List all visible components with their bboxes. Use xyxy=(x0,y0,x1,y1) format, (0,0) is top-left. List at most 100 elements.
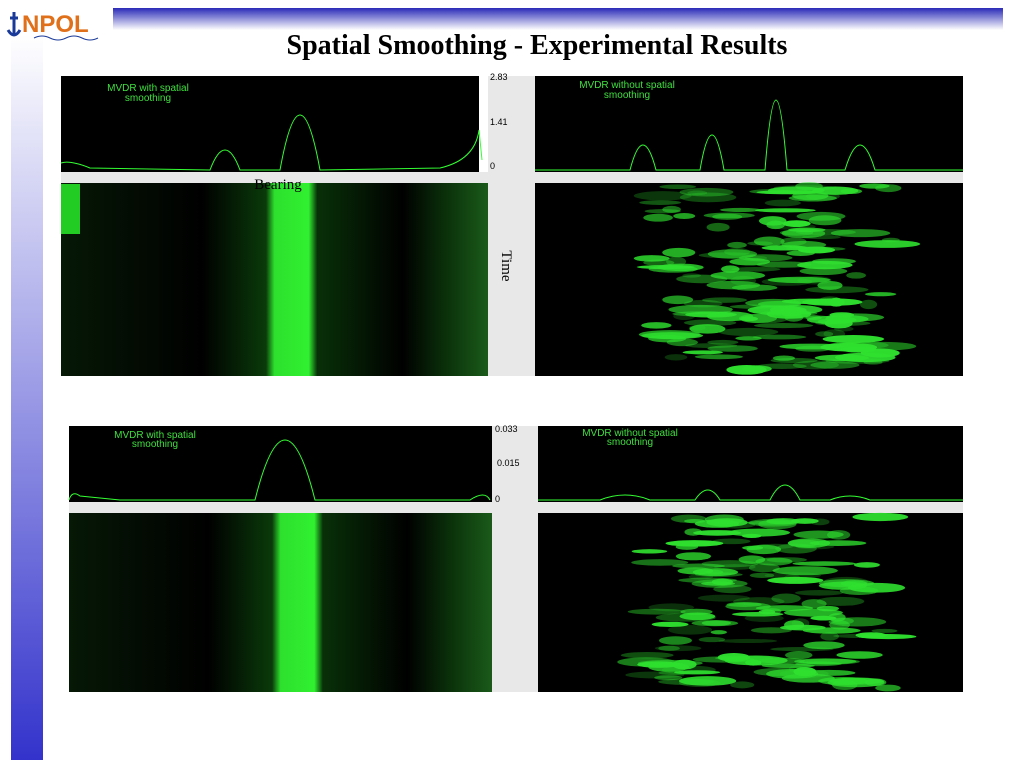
streak xyxy=(675,552,712,561)
streak xyxy=(683,319,737,326)
streak xyxy=(767,276,831,284)
streak xyxy=(746,544,782,555)
separator xyxy=(492,426,538,692)
beam-plot xyxy=(535,76,963,172)
streak xyxy=(639,200,682,205)
panel-label: smoothing xyxy=(607,437,653,448)
streak xyxy=(815,331,834,337)
streak xyxy=(810,615,837,621)
streak xyxy=(735,336,762,341)
streak xyxy=(721,265,740,273)
scale-label: 2.83 xyxy=(490,72,508,82)
streak xyxy=(801,599,827,609)
streak xyxy=(633,255,670,262)
streak xyxy=(771,593,801,604)
streak xyxy=(753,323,814,329)
streak xyxy=(667,625,713,635)
streak xyxy=(738,555,766,564)
streak xyxy=(654,675,683,681)
streak xyxy=(836,651,883,659)
streak xyxy=(755,208,816,213)
streak xyxy=(785,651,813,660)
streak xyxy=(787,538,831,548)
streak xyxy=(707,345,758,352)
streak xyxy=(756,543,794,549)
streak xyxy=(863,360,883,365)
beam-plot xyxy=(69,426,492,502)
streak xyxy=(750,627,792,634)
streak xyxy=(860,299,878,310)
logo: NPOL xyxy=(22,11,89,38)
streak xyxy=(662,205,681,213)
waterfall xyxy=(61,183,488,376)
separator xyxy=(69,502,963,513)
streak xyxy=(855,632,887,639)
streak xyxy=(801,235,841,240)
streak xyxy=(679,192,737,203)
streak xyxy=(685,343,738,349)
streak xyxy=(625,671,685,679)
streak xyxy=(710,271,766,280)
streak xyxy=(864,678,887,687)
streak xyxy=(706,222,730,232)
streak xyxy=(756,190,819,195)
streak xyxy=(664,354,688,361)
streak xyxy=(820,631,839,641)
streak xyxy=(809,540,867,547)
streak xyxy=(881,237,900,243)
streak xyxy=(733,597,785,606)
streak xyxy=(781,228,826,239)
streak xyxy=(755,605,814,612)
x-label: Bearing xyxy=(254,177,302,193)
streak xyxy=(748,563,780,573)
streak xyxy=(670,514,707,523)
streak xyxy=(803,641,845,650)
panel-label: smoothing xyxy=(125,93,171,104)
streak xyxy=(689,324,726,334)
streak xyxy=(673,213,696,220)
streak xyxy=(784,620,805,630)
streak xyxy=(740,314,789,324)
streak xyxy=(654,645,702,652)
streak xyxy=(818,676,869,686)
streak xyxy=(730,681,755,689)
streak xyxy=(871,628,898,633)
streak xyxy=(672,563,725,569)
streak xyxy=(824,318,853,329)
streak xyxy=(852,512,909,522)
streak xyxy=(761,277,813,286)
streak xyxy=(674,670,721,675)
scale-label: 0.033 xyxy=(495,424,518,434)
streak xyxy=(738,254,793,262)
beam-curve xyxy=(60,114,483,171)
streak xyxy=(756,261,812,268)
streak xyxy=(818,296,843,306)
streak xyxy=(644,209,681,214)
streak xyxy=(772,566,838,576)
streak xyxy=(675,543,699,550)
streak xyxy=(714,655,774,661)
streak xyxy=(633,191,692,201)
streak xyxy=(662,247,696,258)
streak xyxy=(679,187,734,197)
streak xyxy=(771,223,816,230)
streak xyxy=(668,304,733,315)
panel-label: MVDR without spatial xyxy=(579,80,675,91)
title: Spatial Smoothing - Experimental Results xyxy=(287,30,788,61)
streak xyxy=(682,350,723,355)
streak xyxy=(799,267,848,276)
streak xyxy=(707,339,739,345)
streak xyxy=(636,264,695,270)
streak xyxy=(792,561,856,566)
streak xyxy=(822,335,885,344)
panel-label: MVDR with spatial xyxy=(107,83,189,94)
streak xyxy=(747,520,793,525)
beam-plot xyxy=(538,426,963,502)
top-bar xyxy=(113,8,1003,30)
streak xyxy=(761,663,815,669)
streak xyxy=(731,284,778,291)
streak xyxy=(651,621,689,627)
streak xyxy=(772,355,795,361)
streak xyxy=(791,518,819,524)
scale-label: 0.015 xyxy=(497,458,520,468)
